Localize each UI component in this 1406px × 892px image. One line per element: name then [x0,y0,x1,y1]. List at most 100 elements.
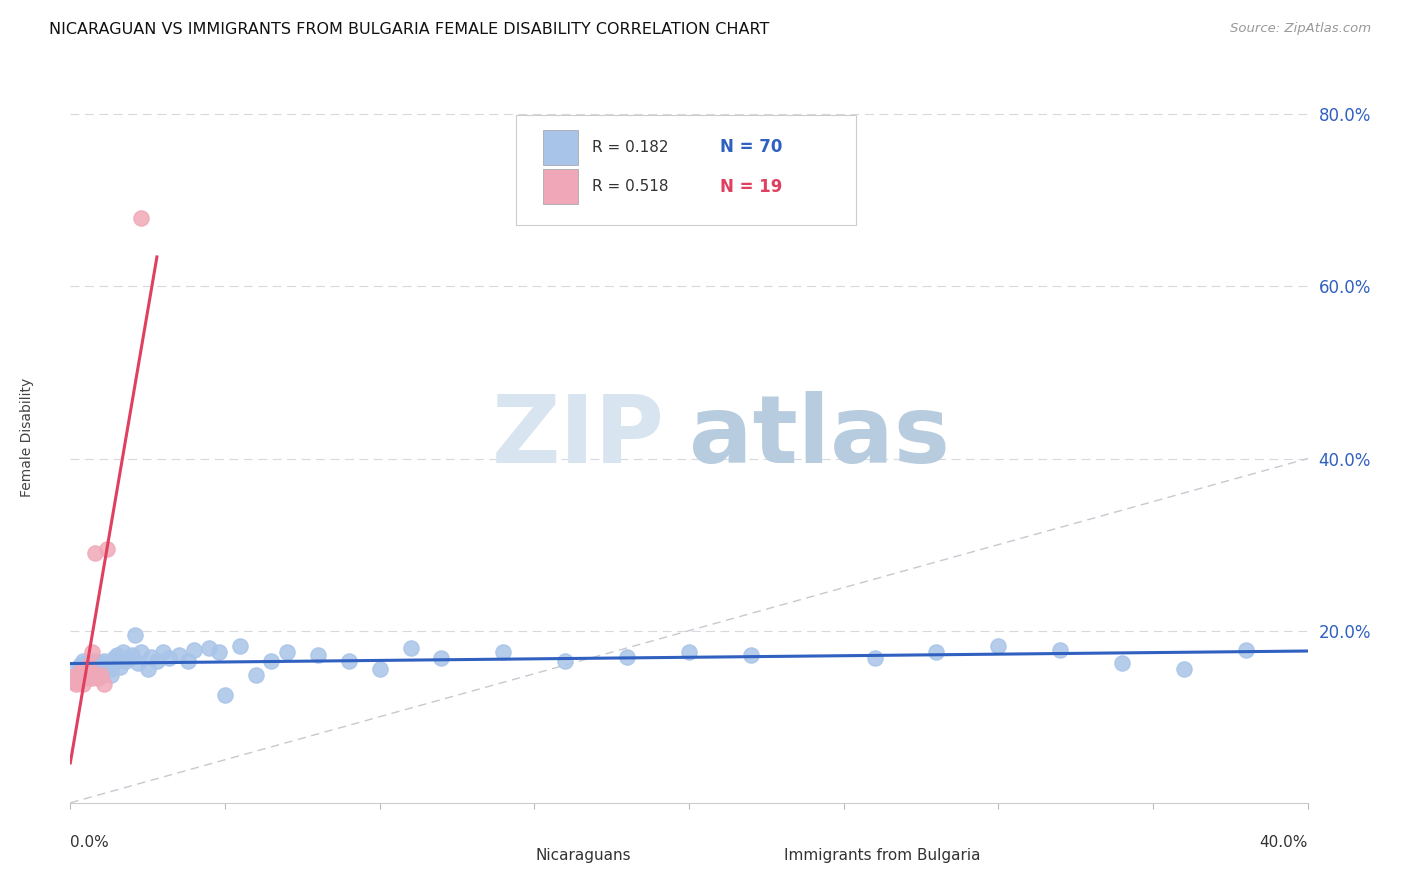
Text: Female Disability: Female Disability [20,377,34,497]
Point [136,662,159,676]
Point [678,645,700,659]
Point [152,645,174,659]
Text: atlas: atlas [689,391,950,483]
Point [75,660,97,674]
Point [100,662,122,676]
Point [65,662,87,676]
Point [87,671,110,685]
Point [307,648,329,662]
Point [214,688,236,702]
Point [90,657,112,671]
Point [75,671,97,685]
Point [276,645,298,659]
Point [77,665,100,679]
Point [111,645,134,659]
Point [84,546,107,560]
Point [337,654,360,668]
Text: NICARAGUAN VS IMMIGRANTS FROM BULGARIA FEMALE DISABILITY CORRELATION CHART: NICARAGUAN VS IMMIGRANTS FROM BULGARIA F… [49,22,769,37]
Point [131,211,153,225]
Point [84,662,107,676]
Point [93,654,115,668]
Text: R = 0.518: R = 0.518 [592,179,669,194]
Point [77,658,100,673]
Point [616,649,638,664]
Point [80,657,103,671]
Point [90,668,112,682]
Point [77,668,100,682]
Point [208,645,231,659]
Point [93,662,115,676]
Point [69,665,91,679]
Point [80,645,103,659]
Point [105,654,128,668]
Point [72,668,94,682]
Point [1049,642,1071,657]
Point [90,662,112,676]
Point [72,677,94,691]
Point [1173,662,1195,676]
Point [72,662,94,676]
Point [260,654,283,668]
Point [84,665,107,679]
Point [93,677,115,691]
Point [103,651,125,665]
Point [198,640,221,655]
Point [84,654,107,668]
Point [72,654,94,668]
Point [740,648,762,662]
Point [80,660,103,674]
Point [69,658,91,673]
Point [84,668,107,682]
Point [96,660,118,674]
Point [925,645,948,659]
FancyBboxPatch shape [745,844,776,867]
Text: ZIP: ZIP [491,391,664,483]
Point [90,668,112,682]
Point [65,677,87,691]
Point [177,654,200,668]
Point [245,668,267,682]
Point [368,662,391,676]
Point [167,648,190,662]
Point [96,541,118,556]
Text: 0.0%: 0.0% [70,835,110,850]
Point [430,651,453,665]
Point [69,671,91,685]
Point [65,668,87,682]
Point [146,654,169,668]
Text: Immigrants from Bulgaria: Immigrants from Bulgaria [785,848,981,863]
Text: R = 0.182: R = 0.182 [592,140,669,155]
Point [87,660,110,674]
Point [80,668,103,682]
Point [118,651,141,665]
Text: Source: ZipAtlas.com: Source: ZipAtlas.com [1230,22,1371,36]
Point [80,671,103,685]
Point [139,649,162,664]
Point [863,651,886,665]
Point [62,675,84,690]
Point [75,657,97,671]
Point [115,654,138,668]
Point [127,657,149,671]
Text: 40.0%: 40.0% [1260,835,1308,850]
Point [554,654,576,668]
Point [75,666,97,681]
FancyBboxPatch shape [543,169,578,204]
Point [131,645,153,659]
Point [229,639,252,653]
FancyBboxPatch shape [543,130,578,165]
Point [399,640,422,655]
FancyBboxPatch shape [498,844,529,867]
Text: N = 70: N = 70 [720,138,782,156]
Point [121,648,143,662]
Point [1234,642,1257,657]
Point [124,628,146,642]
Point [157,651,180,665]
Point [183,642,205,657]
Point [987,639,1010,653]
Point [492,645,515,659]
Point [77,662,100,676]
Point [77,658,100,673]
Point [108,660,131,674]
Point [1111,657,1133,671]
